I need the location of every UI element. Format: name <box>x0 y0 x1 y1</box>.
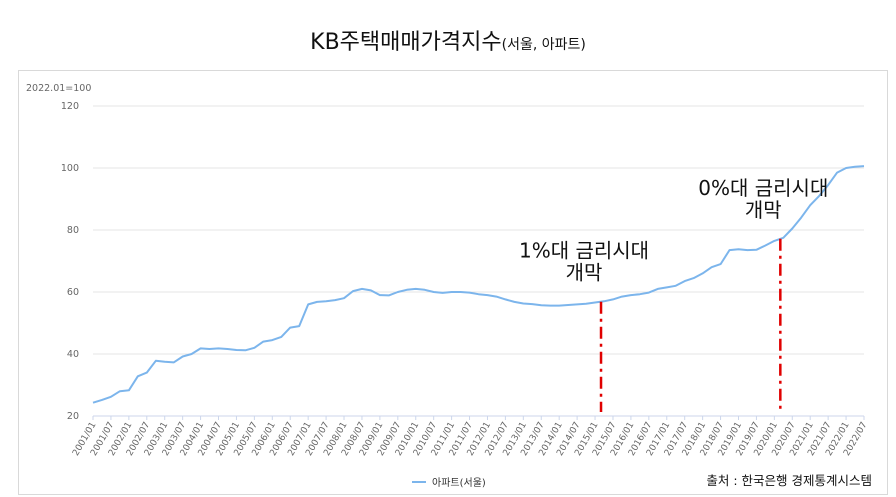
y-tick-label: 20 <box>67 411 79 422</box>
annotation-label: 개막 <box>745 198 782 222</box>
chart-frame <box>18 70 888 495</box>
series-line <box>92 165 865 404</box>
annotation-label: 1%대 금리시대 <box>519 239 649 263</box>
unit-note: 2022.01=100 <box>26 83 92 94</box>
chart-title-block: KB주택매매가격지수(서울, 아파트) <box>0 24 896 56</box>
legend-swatch <box>412 480 426 483</box>
source-note: 출처 : 한국은행 경제통계시스템 <box>706 473 872 488</box>
chart-subtitle: (서울, 아파트) <box>501 37 586 53</box>
y-tick-label: 80 <box>67 225 79 236</box>
legend[interactable]: 아파트(서울) <box>412 474 486 489</box>
annotation-label: 0%대 금리시대 <box>698 176 828 200</box>
annotation-label: 개막 <box>566 261 603 285</box>
y-tick-label: 60 <box>67 287 79 298</box>
y-tick-label: 100 <box>61 163 79 174</box>
y-tick-label: 40 <box>67 349 79 360</box>
chart-title: KB주택매매가격지수 <box>310 30 502 55</box>
y-tick-label: 120 <box>61 101 79 112</box>
legend-label: 아파트(서울) <box>432 478 486 489</box>
